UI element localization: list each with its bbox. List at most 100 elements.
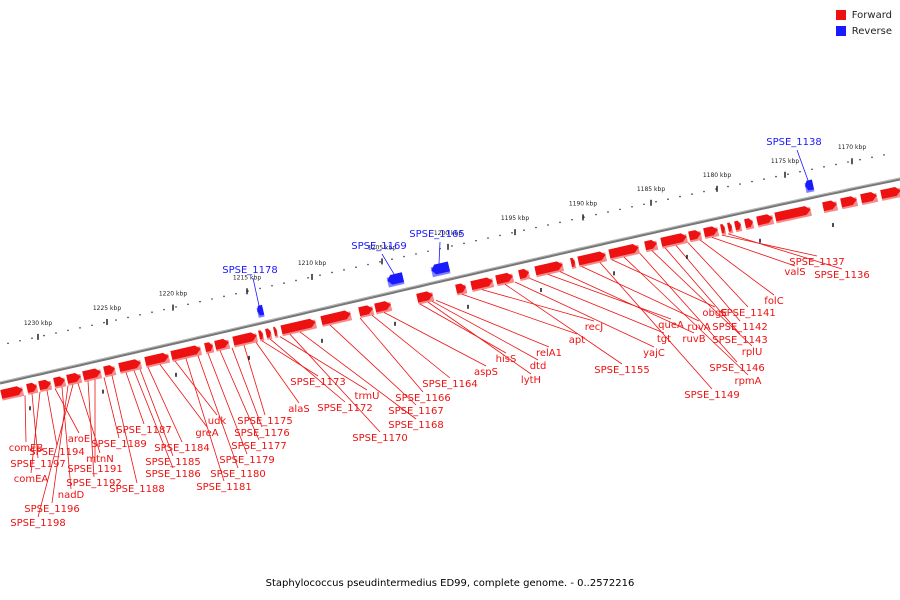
forward-gene-label: trmU (355, 391, 380, 402)
forward-gene-label: SPSE_1181 (196, 482, 252, 493)
scale-dot (271, 284, 273, 287)
scale-dot (367, 263, 369, 266)
reverse-gene-arrow (387, 272, 405, 285)
legend: Forward Reverse (835, 8, 892, 40)
forward-gene-arrow (232, 332, 257, 346)
forward-leader-line (54, 388, 80, 434)
forward-gene-label: nadD (58, 490, 85, 501)
forward-gene-arrow (880, 187, 900, 199)
forward-gene-label: aspS (474, 367, 498, 378)
scale-dot (139, 314, 141, 316)
scale-tick-label: 1190 kbp (569, 200, 597, 207)
forward-gene-6 (103, 365, 117, 378)
forward-leader-line (431, 300, 539, 361)
forward-gene-arrow (358, 305, 373, 317)
forward-gene-32 (703, 226, 720, 240)
scale-dot (631, 206, 633, 208)
forward-gene-arrow (26, 382, 37, 393)
forward-gene-4 (66, 373, 83, 386)
scale-dot (103, 321, 105, 324)
forward-gene-5 (82, 368, 103, 383)
forward-gene-26 (570, 257, 577, 270)
forward-gene-14 (265, 328, 273, 340)
scale-dot (691, 193, 693, 195)
genome-backbone (0, 177, 900, 385)
scale-dot (655, 200, 657, 203)
forward-leader-line (651, 250, 753, 347)
forward-gene-label: aroE (68, 434, 90, 445)
forward-gene-label: SPSE_1167 (388, 406, 444, 417)
forward-gene-39 (822, 200, 839, 214)
forward-gene-2 (38, 379, 53, 393)
forward-leader-line (185, 358, 225, 482)
forward-leader-line (219, 350, 260, 441)
scale-dot (187, 303, 189, 306)
reverse-leader-line (796, 149, 809, 181)
forward-leader-line (30, 391, 41, 474)
forward-gene-label: SPSE_1192 (66, 478, 122, 489)
scale-dot (91, 324, 93, 327)
forward-leader-line (611, 259, 716, 308)
forward-leader-line (231, 347, 263, 428)
forward-gene-28 (608, 244, 641, 261)
scale-dot (739, 183, 741, 185)
forward-gene-arrow (170, 345, 201, 360)
forward-gene-label: comEA (14, 474, 49, 485)
scale-dot (775, 175, 777, 178)
scale-dot (823, 166, 825, 168)
forward-gene-label: tgt (657, 334, 671, 345)
scale-dot (199, 300, 201, 303)
scale-dot (499, 234, 501, 237)
forward-gene-8 (144, 352, 171, 368)
forward-gene-arrow (455, 283, 466, 294)
map-caption: Staphylococcus pseudintermedius ED99, co… (265, 578, 635, 589)
forward-leader-line (51, 385, 69, 504)
legend-item-forward: Forward (835, 8, 892, 22)
reverse-swatch (835, 26, 846, 36)
reverse-gene-label: SPSE_1178 (222, 265, 278, 276)
forward-leader-line (514, 281, 655, 348)
forward-gene-38 (774, 206, 812, 224)
scale-dot (331, 271, 333, 274)
scale-dot (463, 242, 465, 245)
forward-gene-label: dtd (530, 361, 547, 372)
forward-leader-line (383, 312, 487, 367)
scale-dot (859, 158, 861, 161)
scale-dot (343, 269, 345, 271)
forward-gene-0 (0, 386, 25, 401)
forward-gene-31 (688, 230, 703, 243)
forward-gene-arrow (577, 251, 606, 266)
forward-gene-arrow (495, 272, 513, 285)
forward-gene-label: ruvB (682, 334, 705, 345)
scale-dot (751, 180, 753, 183)
forward-gene-arrow (470, 277, 493, 291)
forward-leader-line (133, 370, 174, 469)
scale-dot (667, 198, 669, 200)
forward-leader-line (159, 364, 208, 428)
forward-gene-label: SPSE_1188 (109, 484, 165, 495)
forward-gene-arrow (727, 222, 732, 232)
forward-gene-label: SPSE_1136 (814, 270, 870, 281)
forward-leader-line (197, 355, 239, 469)
forward-gene-18 (358, 305, 375, 319)
forward-gene-arrow (38, 379, 51, 391)
forward-gene-arrow (644, 239, 657, 251)
scale-tick-label: 1215 kbp (233, 274, 261, 281)
forward-gene-13 (258, 330, 265, 342)
forward-gene-label: SPSE_1155 (594, 365, 650, 376)
legend-label-reverse: Reverse (851, 25, 892, 37)
scale-tick-label: 1180 kbp (703, 172, 731, 179)
reverse-gene-3 (804, 179, 815, 193)
forward-leader-line (279, 336, 368, 391)
forward-leader-line (125, 372, 145, 425)
forward-leader-line (559, 271, 695, 334)
scale-dot (19, 339, 21, 342)
forward-gene-23 (495, 272, 515, 287)
forward-gene-arrow (822, 200, 837, 212)
forward-leader-line (687, 242, 749, 308)
forward-gene-label: queA (658, 320, 684, 331)
scale-dot (811, 168, 813, 171)
scale-tick-label: 1200 kbp (434, 230, 462, 237)
reverse-gene-arrow (257, 304, 265, 316)
scale-tick-label: 1170 kbp (838, 144, 866, 151)
